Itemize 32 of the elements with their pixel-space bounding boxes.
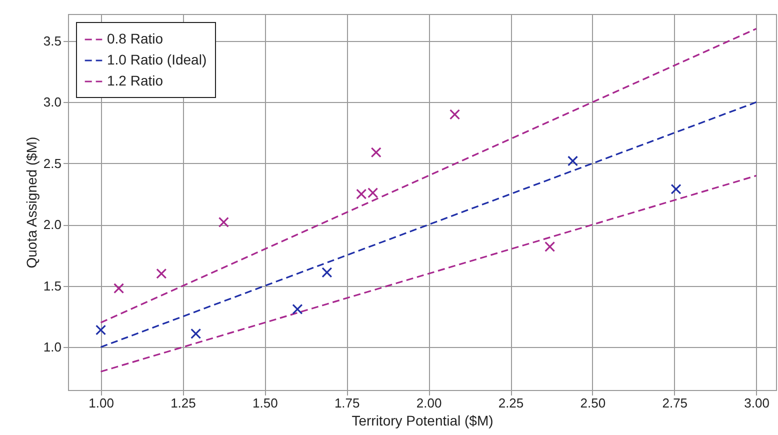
point [190, 328, 202, 339]
x-tick-label: 2.50 [580, 396, 606, 410]
x-tick-label: 2.00 [416, 396, 442, 410]
point [450, 109, 460, 120]
x-tick-label: 1.00 [88, 396, 114, 410]
x-tick-label: 2.25 [498, 396, 524, 410]
y-axis-title: Quota Assigned ($M) [23, 136, 40, 268]
point [322, 267, 332, 278]
x-tick-label: 1.75 [334, 396, 360, 410]
y-tick-label: 3.0 [43, 94, 62, 110]
x-tick-label: 3.00 [744, 396, 770, 410]
point [544, 241, 556, 252]
y-tick-label: 2.0 [43, 217, 62, 232]
legend-label: 1.0 Ratio (Ideal) [107, 52, 207, 68]
legend-label: 0.8 Ratio [107, 30, 164, 46]
point [156, 268, 167, 279]
point [218, 216, 229, 228]
x-tick-label: 2.75 [662, 396, 688, 410]
point [670, 184, 682, 194]
point [370, 147, 382, 158]
x-axis-title: Territory Potential ($M) [352, 412, 494, 428]
y-tick-label: 1.5 [43, 278, 62, 294]
y-tick-label: 1.0 [43, 340, 62, 355]
x-tick-label: 1.25 [170, 396, 196, 410]
x-tick-label: 1.50 [252, 396, 278, 410]
y-tick-label: 2.5 [43, 156, 62, 171]
legend-label: 1.2 Ratio [107, 72, 164, 88]
y-tick-label: 3.5 [43, 33, 62, 48]
point [292, 304, 303, 314]
point [114, 283, 124, 294]
point [568, 156, 578, 166]
point [96, 324, 106, 336]
